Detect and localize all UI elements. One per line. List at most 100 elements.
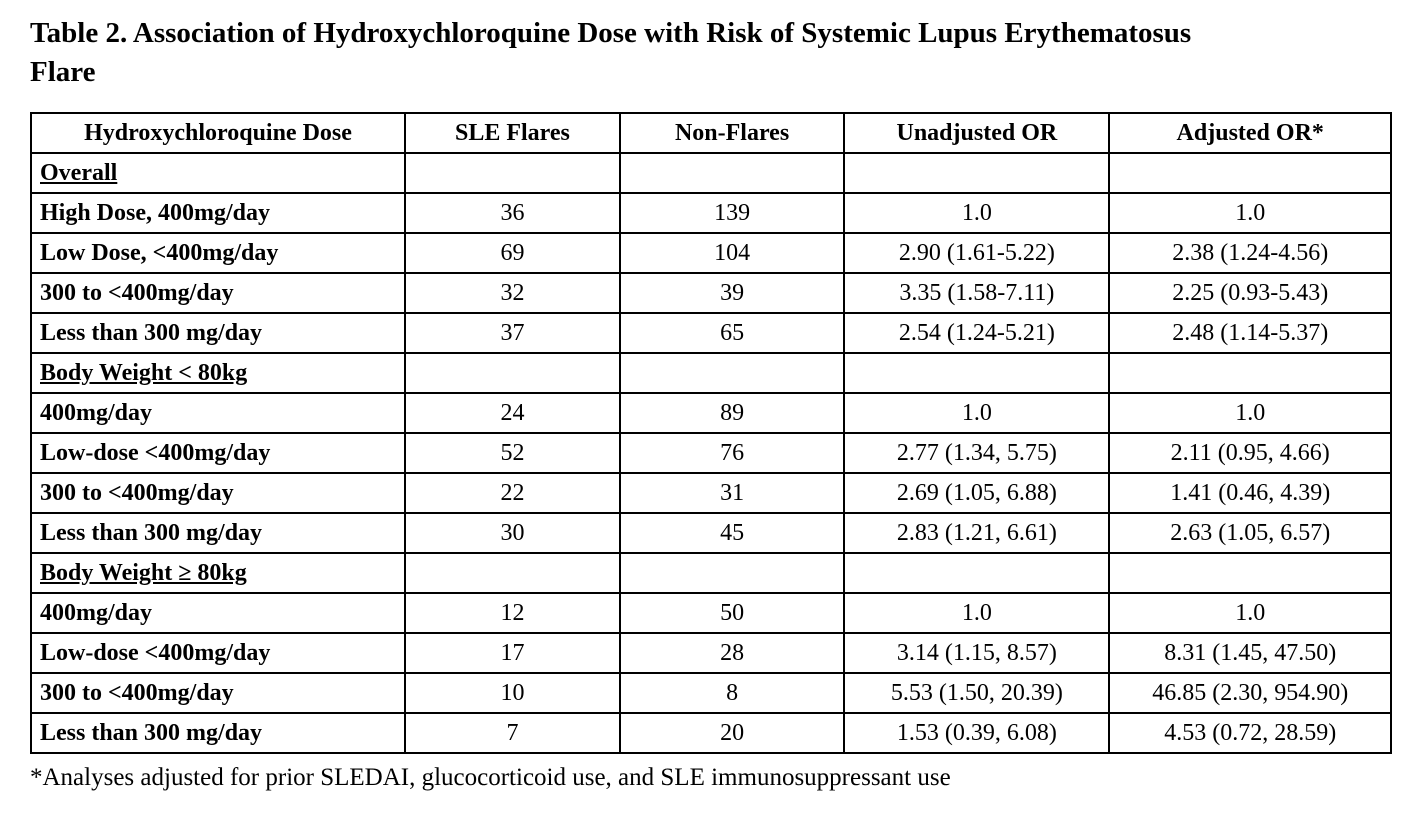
cell-value xyxy=(404,552,621,595)
cell-value xyxy=(843,152,1111,195)
cell-value: 2.54 (1.24-5.21) xyxy=(843,312,1111,355)
row-label: Low Dose, <400mg/day xyxy=(30,232,406,275)
table-row: 400mg/day 12 50 1.0 1.0 xyxy=(30,592,1392,635)
cell-value: 139 xyxy=(618,192,846,235)
row-label: Overall xyxy=(30,152,406,195)
cell-value xyxy=(1108,552,1392,595)
cell-value: 24 xyxy=(404,392,621,435)
cell-value: 4.53 (0.72, 28.59) xyxy=(1108,712,1392,755)
cell-value: 3.14 (1.15, 8.57) xyxy=(843,632,1111,675)
cell-value: 45 xyxy=(618,512,846,555)
cell-value xyxy=(618,552,846,595)
cell-value xyxy=(1108,352,1392,395)
cell-value: 2.90 (1.61-5.22) xyxy=(843,232,1111,275)
cell-value: 76 xyxy=(618,432,846,475)
table-row: Less than 300 mg/day 30 45 2.83 (1.21, 6.61… xyxy=(30,512,1392,555)
cell-value: 39 xyxy=(618,272,846,315)
cell-value xyxy=(404,152,621,195)
table-row: Less than 300 mg/day 37 65 2.54 (1.24-5.21)… xyxy=(30,312,1392,355)
document-page: Table 2. Association of Hydroxychloroqui… xyxy=(30,14,1392,792)
cell-value: 2.11 (0.95, 4.66) xyxy=(1108,432,1392,475)
cell-value xyxy=(618,152,846,195)
table-header: Hydroxychloroquine Dose SLE Flares Non-Fla… xyxy=(30,112,1392,155)
cell-value: 2.83 (1.21, 6.61) xyxy=(843,512,1111,555)
cell-value: 2.69 (1.05, 6.88) xyxy=(843,472,1111,515)
cell-value: 104 xyxy=(618,232,846,275)
column-header: Hydroxychloroquine Dose xyxy=(30,112,406,155)
cell-value: 8 xyxy=(618,672,846,715)
results-table: Hydroxychloroquine Dose SLE Flares Non-Fla… xyxy=(30,112,1392,755)
table-row: 400mg/day 24 89 1.0 1.0 xyxy=(30,392,1392,435)
table-row: 300 to <400mg/day 10 8 5.53 (1.50, 20.39) 46… xyxy=(30,672,1392,715)
table-body: Overall High Dose, 400mg/day 36 139 1.0 1.0 Lo… xyxy=(30,152,1392,755)
table-row: Less than 300 mg/day 7 20 1.53 (0.39, 6.08)… xyxy=(30,712,1392,755)
column-header: Adjusted OR* xyxy=(1108,112,1392,155)
row-label: Less than 300 mg/day xyxy=(30,312,406,355)
cell-value: 10 xyxy=(404,672,621,715)
cell-value: 17 xyxy=(404,632,621,675)
cell-value: 36 xyxy=(404,192,621,235)
cell-value: 1.0 xyxy=(843,392,1111,435)
cell-value: 46.85 (2.30, 954.90) xyxy=(1108,672,1392,715)
cell-value: 12 xyxy=(404,592,621,635)
row-label: 300 to <400mg/day xyxy=(30,272,406,315)
cell-value: 1.0 xyxy=(1108,192,1392,235)
cell-value xyxy=(843,552,1111,595)
cell-value: 1.41 (0.46, 4.39) xyxy=(1108,472,1392,515)
cell-value: 89 xyxy=(618,392,846,435)
cell-value: 2.38 (1.24-4.56) xyxy=(1108,232,1392,275)
cell-value xyxy=(843,352,1111,395)
table-footnote: *Analyses adjusted for prior SLEDAI, glu… xyxy=(30,764,951,792)
row-label: Less than 300 mg/day xyxy=(30,512,406,555)
header-row: Hydroxychloroquine Dose SLE Flares Non-Fla… xyxy=(30,112,1392,155)
cell-value: 2.48 (1.14-5.37) xyxy=(1108,312,1392,355)
cell-value: 22 xyxy=(404,472,621,515)
cell-value: 1.0 xyxy=(1108,592,1392,635)
table-row: High Dose, 400mg/day 36 139 1.0 1.0 xyxy=(30,192,1392,235)
row-label: 400mg/day xyxy=(30,392,406,435)
cell-value: 52 xyxy=(404,432,621,475)
column-header: Non-Flares xyxy=(618,112,846,155)
table-row: 300 to <400mg/day 22 31 2.69 (1.05, 6.88) 1.… xyxy=(30,472,1392,515)
table-row: 300 to <400mg/day 32 39 3.35 (1.58-7.11) 2.2… xyxy=(30,272,1392,315)
row-label: 300 to <400mg/day xyxy=(30,672,406,715)
row-label: Body Weight ≥ 80kg xyxy=(30,552,406,595)
cell-value: 69 xyxy=(404,232,621,275)
row-label: Low-dose <400mg/day xyxy=(30,432,406,475)
table-title: Table 2. Association of Hydroxychloroqui… xyxy=(30,17,1192,89)
cell-value: 50 xyxy=(618,592,846,635)
cell-value: 30 xyxy=(404,512,621,555)
cell-value: 2.63 (1.05, 6.57) xyxy=(1108,512,1392,555)
cell-value xyxy=(618,352,846,395)
cell-value: 8.31 (1.45, 47.50) xyxy=(1108,632,1392,675)
section-row: Body Weight < 80kg xyxy=(30,352,1392,395)
row-label: High Dose, 400mg/day xyxy=(30,192,406,235)
cell-value: 2.77 (1.34, 5.75) xyxy=(843,432,1111,475)
column-header: Unadjusted OR xyxy=(843,112,1111,155)
cell-value: 20 xyxy=(618,712,846,755)
cell-value: 65 xyxy=(618,312,846,355)
row-label: Body Weight < 80kg xyxy=(30,352,406,395)
column-header: SLE Flares xyxy=(404,112,621,155)
table-row: Low-dose <400mg/day 17 28 3.14 (1.15, 8.57)… xyxy=(30,632,1392,675)
cell-value: 1.0 xyxy=(1108,392,1392,435)
section-row: Body Weight ≥ 80kg xyxy=(30,552,1392,595)
table-row: Low-dose <400mg/day 52 76 2.77 (1.34, 5.75)… xyxy=(30,432,1392,475)
row-label: 400mg/day xyxy=(30,592,406,635)
cell-value: 1.0 xyxy=(843,192,1111,235)
cell-value: 2.25 (0.93-5.43) xyxy=(1108,272,1392,315)
section-row: Overall xyxy=(30,152,1392,195)
cell-value: 3.35 (1.58-7.11) xyxy=(843,272,1111,315)
row-label: Less than 300 mg/day xyxy=(30,712,406,755)
table-row: Low Dose, <400mg/day 69 104 2.90 (1.61-5.22… xyxy=(30,232,1392,275)
cell-value: 7 xyxy=(404,712,621,755)
cell-value: 37 xyxy=(404,312,621,355)
cell-value: 5.53 (1.50, 20.39) xyxy=(843,672,1111,715)
cell-value: 31 xyxy=(618,472,846,515)
cell-value: 32 xyxy=(404,272,621,315)
row-label: Low-dose <400mg/day xyxy=(30,632,406,675)
cell-value xyxy=(404,352,621,395)
cell-value: 28 xyxy=(618,632,846,675)
cell-value xyxy=(1108,152,1392,195)
cell-value: 1.0 xyxy=(843,592,1111,635)
